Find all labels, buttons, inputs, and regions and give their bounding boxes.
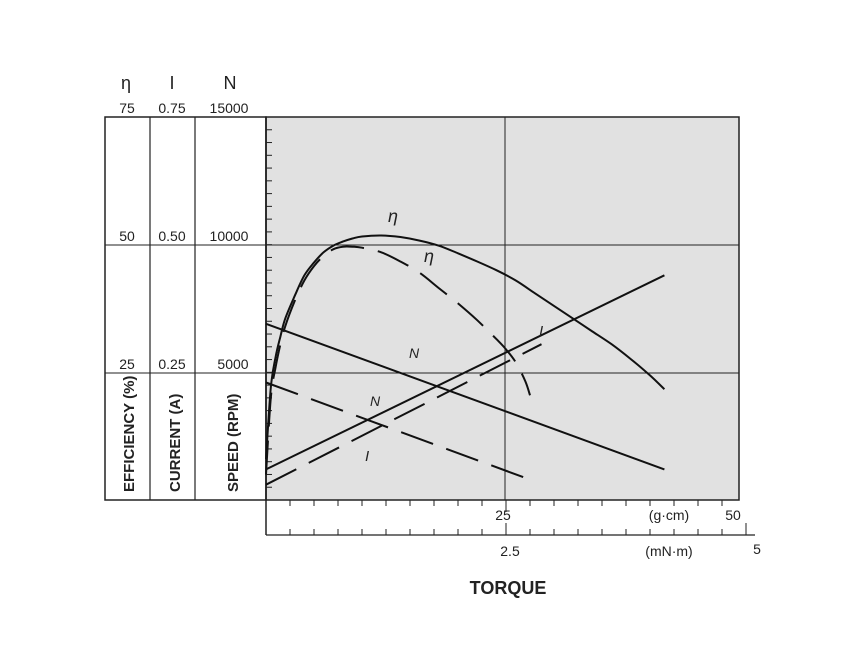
- series-label-eta-solid: η: [388, 206, 398, 226]
- current-curve-solid: [265, 274, 665, 471]
- x-unit-gcm: (g·cm): [649, 507, 689, 523]
- current-tick-0.50: 0.50: [158, 228, 185, 244]
- axis-table-frame: [104, 116, 267, 501]
- current-tick-0.25: 0.25: [158, 356, 185, 372]
- axis-symbol-current: I: [169, 73, 174, 93]
- series-label-i-solid: I: [539, 323, 543, 340]
- series-label-n-dashed: N: [370, 393, 381, 409]
- x-tick-5: 5: [753, 541, 761, 557]
- series-group: [265, 234, 666, 486]
- current-axis-label: CURRENT (A): [167, 394, 184, 492]
- efficiency-tick-25: 25: [119, 356, 135, 372]
- current-tick-0.75: 0.75: [158, 100, 185, 116]
- series-label-eta-dashed: η: [424, 246, 434, 266]
- series-label-i-dashed: I: [365, 448, 369, 465]
- plot-area: [266, 117, 739, 500]
- x-tick-50: 50: [725, 507, 741, 523]
- efficiency-axis-label: EFFICIENCY (%): [121, 376, 138, 492]
- axis-symbol-speed: N: [224, 73, 237, 93]
- series-label-n-solid: N: [409, 345, 420, 361]
- current-curve-dashed: [265, 343, 542, 486]
- speed-tick-10000: 10000: [210, 228, 249, 244]
- speed-axis-label: SPEED (RPM): [225, 394, 242, 492]
- speed-curve-solid: [265, 322, 665, 471]
- speed-tick-15000: 15000: [210, 100, 249, 116]
- x-tick-2.5: 2.5: [500, 543, 520, 559]
- x-axis-title: TORQUE: [470, 578, 547, 598]
- x-axis-ticks: [265, 500, 747, 535]
- x-tick-25: 25: [495, 507, 511, 523]
- x-unit-mnm: (mN·m): [645, 543, 692, 559]
- efficiency-curve-solid: [265, 234, 666, 460]
- axis-symbol-eta: η: [121, 73, 131, 93]
- efficiency-tick-50: 50: [119, 228, 135, 244]
- efficiency-tick-75: 75: [119, 100, 135, 116]
- speed-tick-5000: 5000: [217, 356, 248, 372]
